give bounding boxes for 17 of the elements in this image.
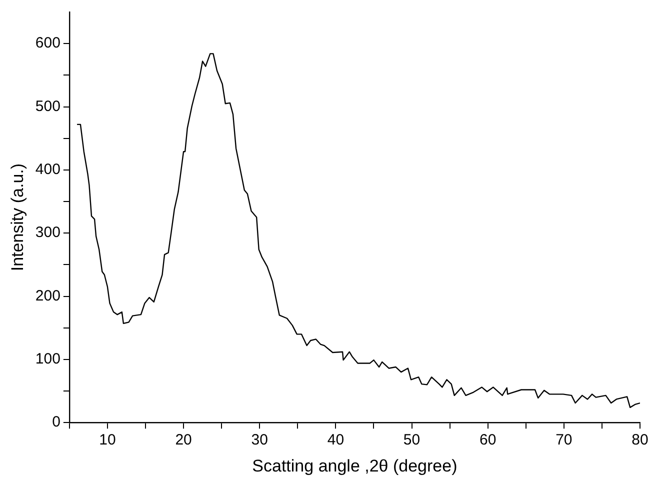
x-tick-label: 10 [99,432,116,449]
y-tick-label: 0 [52,414,60,431]
y-tick-label: 300 [35,224,60,242]
x-tick-label: 70 [556,432,572,449]
y-tick-label: 400 [35,161,60,178]
x-tick-label: 30 [251,432,268,449]
x-tick-label: 40 [327,432,344,449]
x-axis-title: Scatting angle ,2θ (degree) [252,456,458,476]
x-tick-label: 80 [632,432,648,449]
y-tick-label: 500 [35,98,60,115]
y-axis-title: Intensity (a.u.) [8,163,27,272]
y-tick-label: 200 [35,287,60,304]
x-tick-label: 20 [175,432,192,449]
y-tick-label: 100 [35,350,60,368]
x-tick-label: 60 [480,432,496,449]
y-tick-label: 600 [35,34,60,52]
x-tick-label: 50 [403,432,420,449]
